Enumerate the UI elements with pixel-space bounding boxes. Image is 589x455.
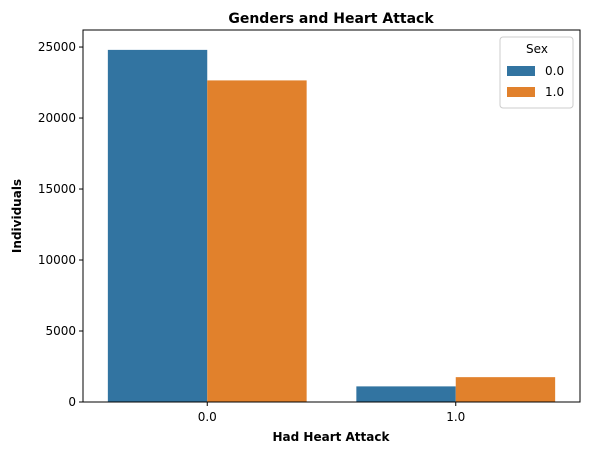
legend-swatch-1.0 — [507, 87, 535, 97]
legend-swatch-0.0 — [507, 66, 535, 76]
plot-frame — [82, 29, 581, 403]
bars-group — [107, 49, 556, 403]
y-tick-label: 25000 — [38, 40, 76, 54]
y-tick-label: 5000 — [45, 324, 76, 338]
y-tick-label: 20000 — [38, 111, 76, 125]
legend-items: 0.0 1.0 — [507, 64, 564, 99]
legend-label-0.0: 0.0 — [545, 64, 564, 78]
bar-sex-0.0-attack-0.0 — [107, 49, 208, 402]
x-axis-ticks: 0.0 1.0 — [198, 402, 465, 424]
y-tick-label: 10000 — [38, 253, 76, 267]
bar-sex-1.0-attack-0.0 — [207, 80, 307, 403]
x-axis-label: Had Heart Attack — [273, 430, 391, 444]
legend: Sex 0.0 1.0 — [499, 36, 574, 109]
chart-title: Genders and Heart Attack — [228, 11, 434, 27]
x-tick-label: 1.0 — [446, 410, 465, 424]
y-tick-label: 15000 — [38, 182, 76, 196]
y-tick-label: 0 — [68, 395, 76, 409]
y-axis-label: Individuals — [10, 179, 24, 253]
legend-title: Sex — [526, 42, 548, 56]
x-tick-label: 0.0 — [198, 410, 217, 424]
bar-sex-1.0-attack-1.0 — [455, 377, 556, 402]
bar-sex-0.0-attack-1.0 — [356, 386, 456, 402]
y-axis-ticks: 0 5000 10000 15000 20000 25000 — [38, 40, 83, 409]
legend-label-1.0: 1.0 — [545, 85, 564, 99]
